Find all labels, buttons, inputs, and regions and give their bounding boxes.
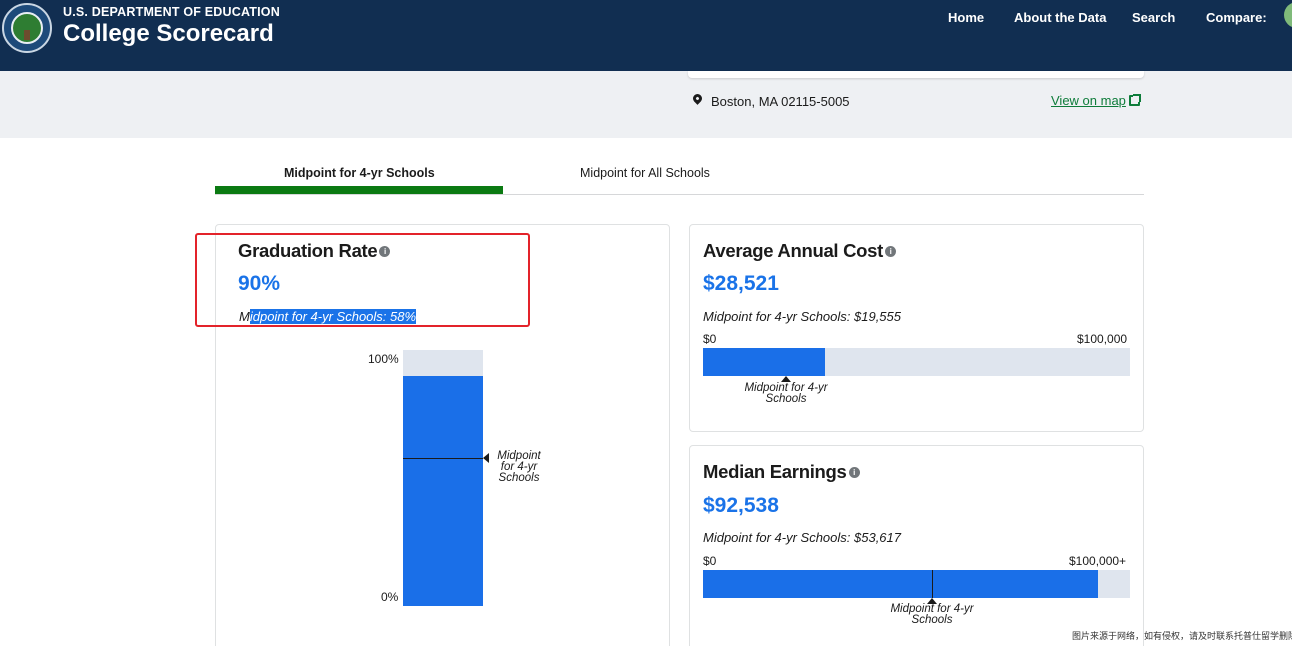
nav-home-link[interactable]: Home xyxy=(948,10,985,25)
earnings-midpoint-line xyxy=(932,570,933,598)
compare-count-badge[interactable] xyxy=(1284,2,1292,28)
nav-search-link[interactable]: Search xyxy=(1132,10,1176,25)
cost-range-min: $0 xyxy=(703,332,717,346)
graduation-axis-bottom: 0% xyxy=(381,590,399,604)
median-earnings-card xyxy=(689,445,1144,646)
nav-about-link[interactable]: About the Data xyxy=(1014,10,1107,25)
graduation-bar-fill xyxy=(403,376,483,606)
earnings-midpoint-text: Midpoint for 4-yr Schools: $53,617 xyxy=(703,530,901,545)
graduation-midpoint-line xyxy=(403,458,483,459)
earnings-midpoint-label-line1: Midpoint for 4-yr xyxy=(890,603,974,615)
department-seal-logo[interactable] xyxy=(2,3,52,53)
median-earnings-value: $92,538 xyxy=(703,494,779,517)
nav-compare-link[interactable]: Compare: xyxy=(1206,10,1267,25)
average-annual-cost-value: $28,521 xyxy=(703,272,779,295)
info-icon[interactable]: i xyxy=(379,245,391,257)
school-location-band xyxy=(0,71,1292,138)
median-earnings-title-text: Median Earnings xyxy=(703,461,847,482)
cost-midpoint-label-line1: Midpoint for 4-yr xyxy=(744,382,828,394)
active-tab-indicator xyxy=(215,186,503,194)
school-card-edge xyxy=(688,71,1144,78)
graduation-rate-title-text: Graduation Rate xyxy=(238,240,378,261)
graduation-midpoint-prefix: M xyxy=(239,309,250,324)
average-annual-cost-title: Average Annual Cost i xyxy=(703,240,897,262)
cost-midpoint-label-line2: Schools xyxy=(765,393,807,405)
graduation-midpoint-label-line2: for 4-yr xyxy=(500,461,538,473)
image-source-watermark: 图片来源于网络，如有侵权，请及时联系托普仕留学删除 xyxy=(1072,631,1292,641)
graduation-rate-title: Graduation Rate i xyxy=(238,240,391,262)
earnings-range-max: $100,000+ xyxy=(1069,554,1127,568)
site-header: U.S. DEPARTMENT OF EDUCATION College Sco… xyxy=(0,0,1292,71)
graduation-midpoint-text: Midpoint for 4-yr Schools: 58% xyxy=(239,309,417,324)
cost-range-max: $100,000 xyxy=(1077,332,1128,346)
highlight-annotation-box xyxy=(195,233,530,327)
info-icon[interactable]: i xyxy=(848,466,860,478)
earnings-bar-fill xyxy=(703,570,1098,598)
info-icon[interactable]: i xyxy=(885,245,897,257)
cost-bar-fill xyxy=(703,348,825,376)
earnings-midpoint-marker-icon xyxy=(927,598,937,604)
cost-midpoint-marker-icon xyxy=(781,376,791,382)
view-on-map-label: View on map xyxy=(1051,93,1126,108)
graduation-midpoint-label-line1: Midpoint xyxy=(497,450,541,462)
graduation-axis-top: 100% xyxy=(368,352,399,366)
cost-midpoint-text: Midpoint for 4-yr Schools: $19,555 xyxy=(703,309,901,324)
graduation-rate-value: 90% xyxy=(238,272,281,295)
tab-divider xyxy=(215,194,1144,195)
tab-midpoint-all[interactable]: Midpoint for All Schools xyxy=(580,166,710,180)
tree-icon xyxy=(11,12,43,44)
view-on-map-link[interactable]: View on map xyxy=(1051,93,1141,108)
earnings-range-min: $0 xyxy=(703,554,717,568)
earnings-midpoint-label: Midpoint for 4-yr Schools xyxy=(877,603,987,626)
department-name: U.S. DEPARTMENT OF EDUCATION xyxy=(63,5,280,19)
external-link-icon xyxy=(1128,94,1141,106)
school-address: Boston, MA 02115-5005 xyxy=(711,94,850,109)
graduation-midpoint-label: Midpoint for 4-yr Schools xyxy=(493,450,545,484)
average-annual-cost-card xyxy=(689,224,1144,432)
site-title[interactable]: College Scorecard xyxy=(63,20,274,47)
median-earnings-title: Median Earnings i xyxy=(703,461,860,483)
graduation-midpoint-selected: idpoint for 4-yr Schools: 58% xyxy=(249,309,417,324)
graduation-midpoint-marker-icon xyxy=(483,453,489,463)
cost-midpoint-label: Midpoint for 4-yr Schools xyxy=(731,382,841,405)
average-annual-cost-title-text: Average Annual Cost xyxy=(703,240,884,261)
tab-midpoint-4yr[interactable]: Midpoint for 4-yr Schools xyxy=(284,166,435,180)
graduation-midpoint-label-line3: Schools xyxy=(498,472,540,484)
earnings-midpoint-label-line2: Schools xyxy=(911,614,953,626)
